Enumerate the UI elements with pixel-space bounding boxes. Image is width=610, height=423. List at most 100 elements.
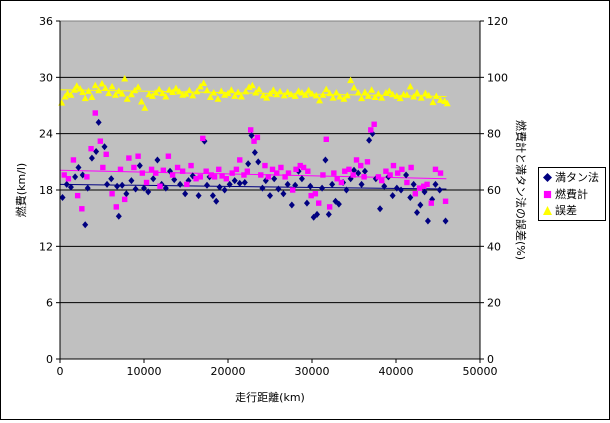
data-point: [398, 186, 405, 194]
data-point: [336, 92, 344, 100]
data-point: [169, 172, 176, 178]
y-tick-label: 6: [46, 297, 53, 310]
legend-label: 誤差: [555, 204, 577, 217]
trendline: [59, 169, 447, 180]
data-point: [61, 172, 67, 178]
data-point: [127, 90, 135, 98]
data-point: [75, 163, 82, 171]
data-point: [412, 191, 419, 197]
data-point: [213, 197, 220, 205]
data-point: [303, 199, 310, 207]
data-point: [361, 88, 369, 95]
data-point: [424, 217, 431, 225]
data-point: [169, 88, 177, 95]
data-point: [393, 92, 401, 99]
data-point: [254, 134, 261, 141]
data-point: [248, 81, 256, 89]
data-point: [245, 160, 252, 168]
data-point: [258, 172, 264, 178]
data-point: [88, 154, 95, 162]
data-point: [74, 192, 81, 199]
x-tick-label: 30000: [295, 365, 330, 378]
data-point: [160, 167, 167, 173]
data-point: [429, 98, 437, 106]
data-point: [251, 138, 257, 144]
data-point: [251, 148, 258, 156]
data-point: [72, 173, 79, 181]
data-point: [432, 92, 440, 99]
data-point: [280, 91, 288, 99]
data-point: [389, 90, 397, 98]
data-point: [121, 74, 129, 82]
data-point: [137, 98, 145, 105]
x-axis-label: 走行距離(km): [235, 390, 305, 404]
x-tick-label: 40000: [379, 365, 414, 378]
x-tick-label: 50000: [463, 365, 498, 378]
data-point: [174, 164, 181, 171]
y2-tick-label: 40: [487, 240, 501, 253]
data-point: [326, 204, 333, 210]
data-point: [413, 89, 421, 96]
data-point: [432, 166, 439, 173]
data-point: [284, 88, 292, 95]
data-point: [119, 181, 126, 189]
data-point: [381, 182, 388, 190]
y2-axis-label: 燃費計と満タン法の誤差(%): [514, 120, 528, 260]
data-point: [271, 175, 278, 183]
legend-label: 満タン法: [555, 171, 599, 184]
data-point: [248, 132, 255, 140]
data-point: [399, 166, 405, 173]
square-marker-icon: [543, 190, 552, 198]
data-point: [358, 162, 364, 169]
data-point: [82, 221, 89, 229]
y2-tick-label: 0: [487, 353, 494, 366]
data-point: [109, 191, 115, 197]
data-point: [200, 135, 206, 142]
data-point: [410, 180, 417, 188]
data-point: [442, 198, 449, 204]
data-point: [123, 190, 130, 198]
data-point: [396, 94, 404, 102]
data-point: [128, 177, 135, 185]
data-point: [158, 89, 166, 97]
data-point: [275, 185, 282, 193]
y-tick-label: 30: [39, 71, 53, 84]
data-point: [153, 170, 159, 176]
data-point: [223, 176, 230, 182]
data-point: [121, 196, 128, 203]
data-point: [403, 171, 410, 179]
data-point: [63, 180, 70, 188]
data-point: [136, 162, 143, 170]
data-point: [305, 168, 311, 174]
data-point: [229, 170, 235, 176]
data-point: [150, 175, 157, 183]
data-point: [437, 96, 445, 103]
data-point: [329, 94, 337, 101]
data-point: [171, 176, 178, 184]
data-point: [316, 96, 324, 104]
data-point: [216, 166, 222, 173]
data-point: [148, 166, 155, 173]
data-point: [428, 200, 434, 206]
data-point: [141, 184, 147, 192]
data-point: [403, 91, 411, 98]
data-point: [152, 89, 160, 96]
data-point: [92, 110, 98, 116]
data-point: [421, 89, 429, 97]
data-point: [334, 176, 340, 182]
data-point: [343, 91, 351, 99]
y2-tick-label: 60: [487, 184, 501, 197]
data-point: [162, 92, 170, 100]
data-point: [224, 89, 232, 97]
x-tick-label: 10000: [127, 365, 162, 378]
y-tick-label: 12: [39, 240, 53, 253]
data-point: [312, 91, 320, 99]
data-point: [196, 82, 204, 90]
data-point: [278, 164, 284, 171]
x-tick-label: 0: [57, 365, 64, 378]
data-point: [143, 179, 150, 186]
data-point: [114, 182, 121, 190]
data-point: [288, 201, 295, 209]
data-point: [316, 200, 322, 206]
